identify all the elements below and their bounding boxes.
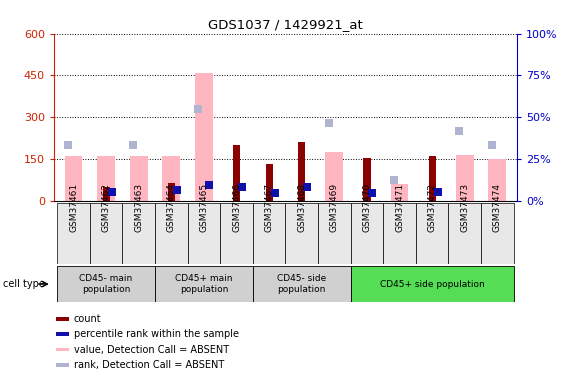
Text: GSM37461: GSM37461 bbox=[69, 183, 78, 232]
Text: value, Detection Call = ABSENT: value, Detection Call = ABSENT bbox=[74, 345, 229, 355]
Bar bbox=[90, 202, 123, 264]
Bar bbox=[103, 187, 110, 201]
Bar bbox=[57, 202, 90, 264]
Text: CD45- side
population: CD45- side population bbox=[277, 274, 327, 294]
Text: CD45- main
population: CD45- main population bbox=[80, 274, 133, 294]
Text: rank, Detection Call = ABSENT: rank, Detection Call = ABSENT bbox=[74, 360, 224, 370]
Bar bbox=[383, 202, 416, 264]
Bar bbox=[488, 159, 506, 201]
Bar bbox=[265, 165, 273, 201]
Text: GSM37470: GSM37470 bbox=[362, 183, 371, 232]
Bar bbox=[97, 156, 115, 201]
Bar bbox=[155, 266, 253, 302]
Bar bbox=[448, 202, 481, 264]
Bar bbox=[130, 156, 148, 201]
Text: percentile rank within the sample: percentile rank within the sample bbox=[74, 329, 239, 339]
Bar bbox=[56, 332, 69, 336]
Bar bbox=[195, 73, 213, 201]
Bar bbox=[56, 317, 69, 321]
Bar bbox=[168, 183, 175, 201]
Bar bbox=[253, 266, 350, 302]
Text: GSM37471: GSM37471 bbox=[395, 183, 404, 232]
Text: CD45+ main
population: CD45+ main population bbox=[175, 274, 233, 294]
Bar bbox=[56, 363, 69, 367]
Text: GSM37465: GSM37465 bbox=[199, 183, 208, 232]
Bar bbox=[65, 156, 82, 201]
Bar bbox=[456, 155, 474, 201]
Text: GSM37466: GSM37466 bbox=[232, 183, 241, 232]
Bar bbox=[350, 266, 513, 302]
Text: CD45+ side population: CD45+ side population bbox=[380, 280, 485, 289]
Bar bbox=[220, 202, 253, 264]
Bar bbox=[155, 202, 187, 264]
Bar bbox=[318, 202, 350, 264]
Bar bbox=[298, 142, 306, 201]
Text: GSM37473: GSM37473 bbox=[460, 183, 469, 232]
Bar bbox=[57, 266, 155, 302]
Bar bbox=[428, 156, 436, 201]
Bar bbox=[391, 184, 408, 201]
Text: GSM37472: GSM37472 bbox=[428, 183, 437, 232]
Text: GSM37467: GSM37467 bbox=[265, 183, 274, 232]
Bar bbox=[350, 202, 383, 264]
Bar bbox=[56, 348, 69, 351]
Text: cell type: cell type bbox=[3, 279, 45, 289]
Bar bbox=[253, 202, 286, 264]
Bar bbox=[364, 158, 370, 201]
Text: GSM37462: GSM37462 bbox=[102, 183, 111, 232]
Bar bbox=[162, 156, 180, 201]
Bar bbox=[325, 152, 343, 201]
Bar bbox=[286, 202, 318, 264]
Text: GSM37463: GSM37463 bbox=[134, 183, 143, 232]
Text: count: count bbox=[74, 314, 101, 324]
Title: GDS1037 / 1429921_at: GDS1037 / 1429921_at bbox=[208, 18, 363, 31]
Bar bbox=[233, 145, 240, 201]
Text: GSM37464: GSM37464 bbox=[167, 183, 176, 232]
Bar bbox=[123, 202, 155, 264]
Text: GSM37474: GSM37474 bbox=[493, 183, 502, 232]
Text: GSM37468: GSM37468 bbox=[297, 183, 306, 232]
Text: GSM37469: GSM37469 bbox=[330, 183, 339, 232]
Bar bbox=[481, 202, 513, 264]
Bar bbox=[416, 202, 448, 264]
Bar bbox=[187, 202, 220, 264]
